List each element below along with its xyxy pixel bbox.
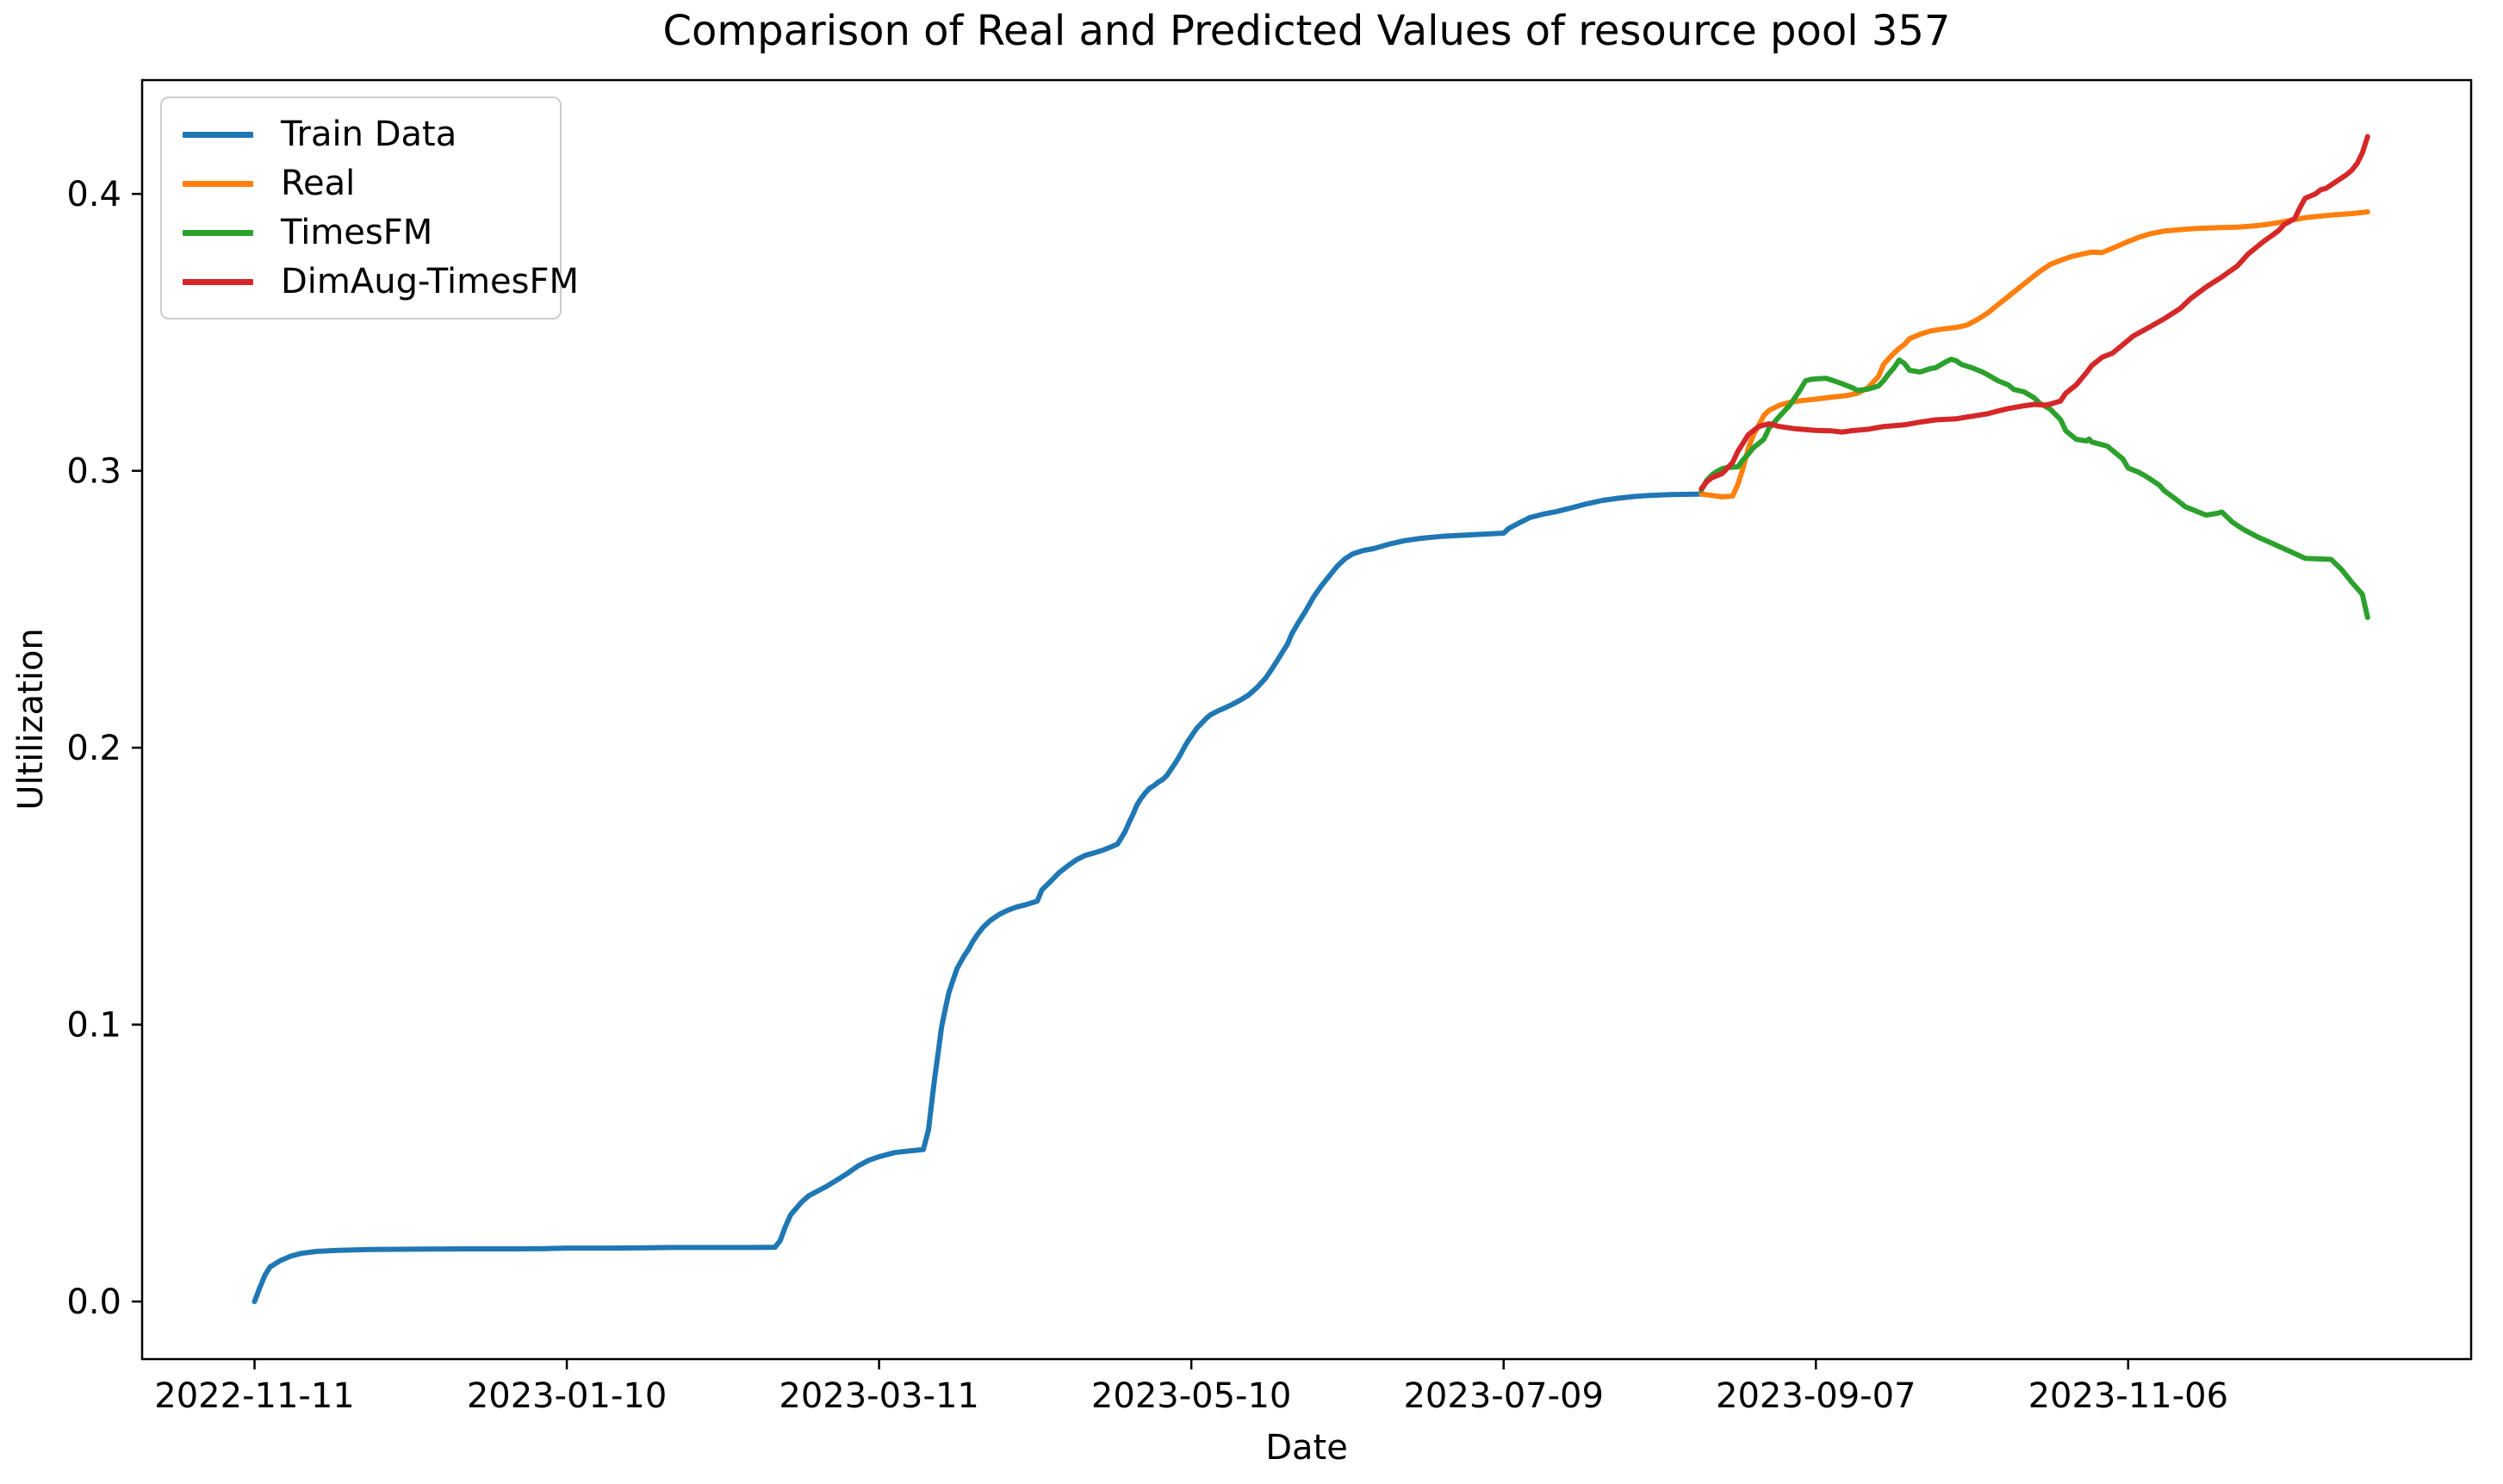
legend: Train Data Real TimesFM DimAug-TimesFM (160, 96, 579, 320)
legend-label: Real (281, 164, 356, 203)
y-tick-label: 0.2 (66, 729, 121, 768)
legend-line-swatch (183, 278, 253, 285)
legend-item: Train Data (183, 115, 546, 153)
legend-line-swatch (183, 180, 253, 187)
x-tick-label: 2023-03-11 (779, 1376, 978, 1416)
y-tick-label: 0.4 (66, 175, 121, 214)
series-line-timesfm (1699, 357, 2370, 620)
series-line-dimaug-timesfm (1699, 133, 2370, 492)
x-tick-label: 2023-07-09 (1403, 1376, 1603, 1416)
series-line-real (1699, 209, 2370, 500)
x-tick-label: 2023-05-10 (1091, 1376, 1291, 1416)
legend-item: DimAug-TimesFM (183, 263, 579, 301)
legend-label: TimesFM (281, 213, 433, 252)
plot-border (140, 78, 2473, 1361)
legend-label: DimAug-TimesFM (281, 262, 579, 301)
series-line-train-data (252, 491, 1705, 1305)
x-tick-label: 2023-11-06 (2028, 1376, 2228, 1416)
y-axis-label: Ultilization (11, 628, 51, 810)
legend-item: TimesFM (183, 214, 546, 251)
x-axis-label: Date (1265, 1428, 1348, 1468)
x-tick-label: 2023-09-07 (1716, 1376, 1916, 1416)
legend-line-swatch (183, 131, 253, 138)
legend-line-swatch (183, 229, 253, 236)
x-tick-label: 2023-01-10 (467, 1376, 667, 1416)
y-tick-label: 0.1 (66, 1006, 121, 1046)
legend-label: Train Data (281, 115, 457, 154)
chart-title: Comparison of Real and Predicted Values … (662, 7, 1951, 55)
x-tick-label: 2022-11-11 (154, 1376, 354, 1416)
y-tick-label: 0.0 (66, 1282, 121, 1322)
y-tick-label: 0.3 (66, 452, 121, 492)
legend-item: Real (183, 165, 546, 202)
